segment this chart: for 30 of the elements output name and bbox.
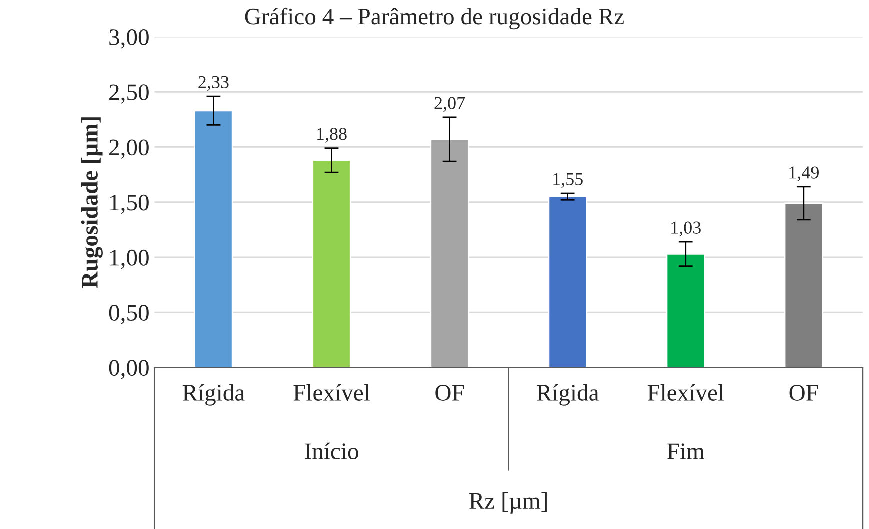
data-label: 1,03 xyxy=(672,222,701,237)
chart-title: Gráfico 4 – Parâmetro de rugosidade Rz xyxy=(245,8,624,30)
bar xyxy=(312,160,352,368)
data-label: 1,49 xyxy=(790,166,819,182)
x-tick-label: Rígida xyxy=(182,384,245,406)
data-label: 2,33 xyxy=(198,76,229,92)
y-axis-title: Rugosidade [µm] xyxy=(81,118,103,288)
y-tick-label: 2,00 xyxy=(110,140,149,160)
data-label: 1,88 xyxy=(318,128,347,143)
bar xyxy=(194,110,234,368)
x-tick-label: OF xyxy=(790,385,818,401)
x-tick-label: Flexível xyxy=(648,384,724,401)
y-tick-label: 3,00 xyxy=(110,30,149,49)
y-tick-label: 1,50 xyxy=(110,194,149,214)
y-tick-label: 2,50 xyxy=(110,84,149,104)
x-tick-label: Rígida xyxy=(537,384,599,406)
data-label: 2,07 xyxy=(434,97,466,112)
x-axis-title: Rz [µm] xyxy=(470,492,547,514)
x-tick-label: Flexível xyxy=(294,384,370,401)
y-tick-label: 0,50 xyxy=(109,305,149,324)
y-tick-label: 0,00 xyxy=(109,360,149,380)
data-label: 1,55 xyxy=(554,173,583,188)
bar xyxy=(784,202,824,368)
text: Fim xyxy=(668,444,705,460)
bar xyxy=(666,253,706,368)
y-tick-label: 1,00 xyxy=(110,250,149,270)
bar xyxy=(548,196,588,368)
bar xyxy=(430,138,470,368)
x-tick-label: OF xyxy=(436,385,464,401)
text: Início xyxy=(305,442,358,460)
